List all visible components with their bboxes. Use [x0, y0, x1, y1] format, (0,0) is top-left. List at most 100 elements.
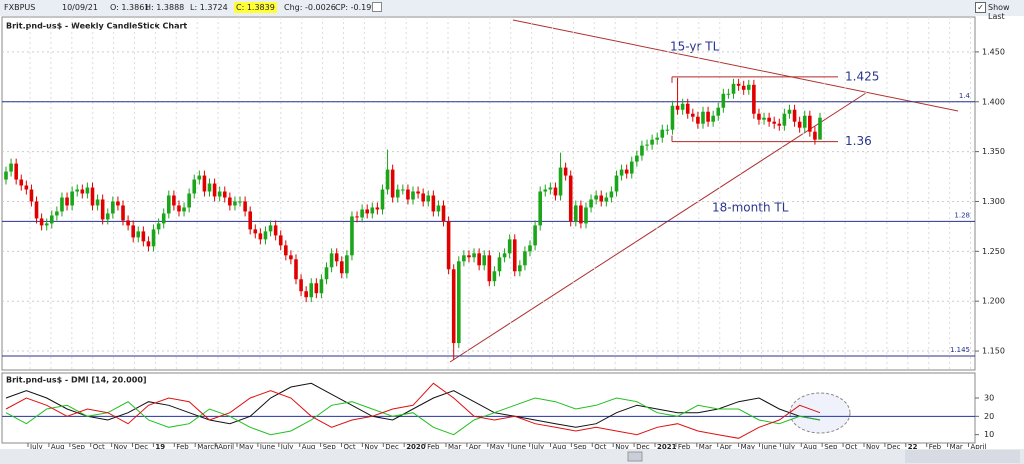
candle-body: [273, 225, 278, 236]
candle-body: [487, 255, 492, 282]
candle-body: [680, 103, 685, 110]
candle-body: [85, 187, 90, 194]
candle-body: [640, 145, 644, 156]
candle-body: [19, 179, 24, 186]
candle-body: [533, 225, 537, 246]
candle-body: [716, 107, 721, 116]
candle-body: [670, 105, 675, 130]
x-tick-label: May: [741, 443, 755, 451]
x-tick-label: May: [239, 443, 253, 451]
trendline-15yr: [512, 19, 959, 112]
candle-body: [477, 253, 481, 266]
dmi-line: [5, 382, 821, 439]
candle-body: [334, 253, 339, 262]
candle-body: [385, 169, 390, 190]
x-tick-label: Aug: [553, 443, 567, 451]
trendline-18month: [449, 92, 867, 363]
candle-body: [808, 115, 812, 132]
y-tick-label: 20: [984, 412, 994, 421]
candle-body: [467, 255, 471, 258]
x-tick-label: Oct: [344, 443, 356, 451]
x-tick-label: Dec: [887, 443, 901, 451]
candle-body: [518, 265, 522, 272]
candle-body: [528, 245, 532, 252]
candle-body: [60, 197, 64, 212]
candle-body: [813, 131, 817, 140]
zoom-controls[interactable]: [905, 450, 1020, 463]
low: L: 1.3724: [190, 3, 228, 12]
candle-body: [711, 115, 715, 122]
scrollbar[interactable]: [0, 449, 1024, 464]
y-tick-label: 1.150: [982, 347, 1005, 356]
x-tick-label: April: [218, 443, 234, 451]
candle-body: [401, 189, 405, 191]
x-tick-label: Aug: [803, 443, 817, 451]
y-tick-label: 1.450: [982, 47, 1005, 56]
candle-body: [24, 185, 29, 190]
candle-body: [777, 123, 782, 126]
x-tick-label: Aug: [302, 443, 316, 451]
candle-body: [492, 271, 497, 282]
candle-body: [604, 197, 609, 202]
candle-body: [574, 205, 578, 222]
candle-body: [456, 261, 461, 344]
candle-body: [543, 189, 548, 192]
candle-body: [675, 105, 680, 110]
x-tick-label: Nov: [866, 443, 880, 451]
candle-body: [126, 220, 130, 226]
x-tick-label: Feb: [678, 443, 691, 451]
candle-body: [105, 213, 110, 220]
price-title: Brit.pnd-us$ - Weekly CandleStick Chart: [6, 22, 187, 31]
candle-body: [197, 175, 202, 180]
candle-body: [75, 189, 80, 192]
candle-body: [563, 167, 568, 176]
change-pct: CP: -0.19%: [335, 3, 379, 12]
checkbox[interactable]: ✓: [975, 2, 986, 13]
candle-body: [278, 235, 283, 246]
candle-body: [243, 201, 247, 212]
x-tick-label: Apr: [720, 443, 732, 451]
x-tick-label: July: [280, 443, 294, 451]
high: H: 1.3888: [145, 3, 185, 12]
candle-body: [701, 111, 705, 124]
x-tick-label: Apr: [469, 443, 481, 451]
candle-body: [655, 137, 659, 140]
candle-body: [746, 84, 751, 90]
candle-body: [370, 207, 375, 214]
horizontal-line-label: 1.28: [954, 211, 970, 219]
candle-body: [238, 201, 242, 203]
candle-body: [70, 191, 74, 206]
candle-body: [151, 229, 156, 247]
candle-body: [380, 189, 385, 210]
candle-body: [222, 191, 227, 198]
show-last[interactable]: Show Last: [988, 3, 1010, 21]
candle-body: [314, 283, 319, 294]
candle-body: [624, 169, 629, 174]
candle-body: [792, 109, 797, 122]
scroll-thumb[interactable]: [627, 451, 643, 462]
candle-body: [365, 209, 370, 214]
candle-body: [406, 189, 410, 200]
candle-body: [80, 189, 85, 194]
candle-body: [248, 211, 252, 230]
candle-body: [212, 183, 217, 197]
dropdown[interactable]: [372, 2, 382, 12]
candle-body: [441, 205, 446, 222]
x-tick-label: Sep: [72, 443, 86, 451]
toolbar: FXBPUS 10/09/21 O: 1.3861 H: 1.3888 L: 1…: [0, 0, 1024, 21]
y-tick-label: 1.300: [982, 197, 1005, 206]
x-tick-label: Nov: [615, 443, 629, 451]
x-tick-label: Feb: [427, 443, 440, 451]
candle-body: [426, 195, 431, 202]
candle-body: [736, 83, 741, 86]
candle-body: [319, 279, 324, 294]
candle-body: [294, 259, 298, 280]
candle-body: [609, 191, 614, 198]
candle-body: [375, 207, 380, 210]
candle-body: [192, 179, 197, 194]
y-tick-label: 1.350: [982, 147, 1005, 156]
candle-body: [141, 231, 146, 242]
candle-body: [172, 195, 176, 206]
x-tick-label: 2020: [406, 443, 426, 451]
